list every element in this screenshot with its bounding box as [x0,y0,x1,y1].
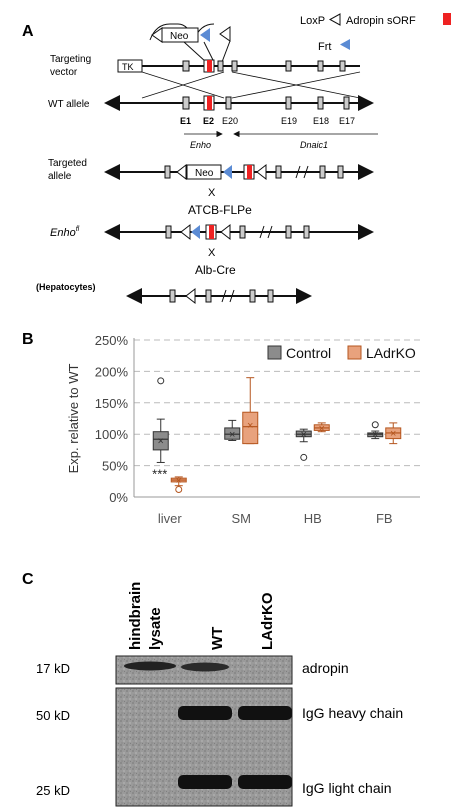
x-tick-label: liver [158,511,183,526]
legend-sorf-label: Adropin sORF [346,15,416,27]
panel-c-label: C [22,571,34,588]
box-mean-marker: × [176,475,182,487]
outlier-point [157,377,165,385]
floxed-allele-line [104,223,374,241]
band-heavy-ladrko [238,706,292,720]
row-label-targeted-1: Targeted [48,158,87,169]
band-label-light: IgG light chain [302,780,392,796]
x-tick-label: HB [304,511,322,526]
outlier-point [300,453,308,461]
gene-dnaic-label: Dnaic1 [300,140,328,150]
cross-symbol-2: X [208,247,216,259]
lane-wt-label: WT [209,627,226,650]
tk-label: TK [122,62,134,72]
row-label-vector-1: Targeting [50,54,91,65]
box-mean-marker: × [390,428,396,440]
legend-loxp-label: LoxP [300,15,325,27]
step-cre-label: Alb-Cre [195,263,236,277]
box-mean-marker: × [372,429,378,441]
band-light-ladrko [238,775,292,789]
y-axis-label: Exp. relative to WT [66,364,81,474]
x-tick-label: FB [376,511,393,526]
row-label-hepatocytes: (Hepatocytes) [36,282,96,292]
exon-e17-label: E17 [339,116,355,126]
hepatocyte-allele-line [126,287,312,305]
targeted-allele-line: Neo [104,163,374,181]
outlier-point [175,485,183,493]
x-tick-label: SM [232,511,252,526]
legend-frt-label: Frt [318,41,331,53]
box-mean-marker: × [229,429,235,441]
band-label-heavy: IgG heavy chain [302,705,403,721]
box-mean-marker: × [247,420,253,432]
sorf-legend-icon [443,13,451,25]
row-label-targeted-2: allele [48,171,72,182]
band-label-adropin: adropin [302,660,349,676]
legend-swatch [267,345,282,360]
exon-e19-label: E19 [281,116,297,126]
legend-label: LAdrKO [366,345,416,361]
panel-a-label: A [22,23,34,40]
marker-50kd: 50 kD [36,708,70,723]
marker-25kd: 25 kD [36,783,70,798]
legend-label: Control [286,345,331,361]
cross-symbol-1: X [208,187,216,199]
panel-b-label: B [22,331,34,348]
frt-legend-icon [340,39,350,50]
targeting-vector-line: TK [117,59,360,73]
y-tick-label: 100% [95,427,129,442]
row-label-wt: WT allele [48,99,90,110]
lane-hindbrain-label: hindbrain [127,582,144,650]
y-tick-label: 50% [102,459,128,474]
legend-swatch [347,345,362,360]
loxp-legend-icon [328,13,341,26]
exon-e18-label: E18 [313,116,329,126]
box-body [152,431,169,451]
box-mean-marker: × [301,429,307,441]
recombination-cross [141,71,361,99]
row-label-vector-2: vector [50,67,78,78]
exon-e1-label: E1 [180,116,191,126]
row-label-flox: Enhofl [50,226,80,239]
y-tick-label: 200% [95,364,129,379]
box-mean-marker: × [158,435,164,447]
expression-box-chart: 0% 50% 100% 150% 200% 250% Exp. relative to WT… [66,333,420,526]
lane-lysate-label: lysate [147,607,164,650]
marker-17kd: 17 kD [36,661,70,676]
wt-allele-line [104,95,374,111]
exon-e20-label: E20 [222,116,238,126]
y-tick-label: 150% [95,396,129,411]
band-heavy-wt [178,706,232,720]
lane-labels: hindbrain lysate WT LAdrKO [127,582,276,650]
neo-label-targeted: Neo [195,168,214,179]
band-adropin-lane2 [181,662,229,672]
band-adropin-lane1 [124,661,176,671]
significance-annotation: *** [152,467,167,482]
gene-enho-label: Enho [190,140,211,150]
y-tick-label: 0% [109,490,128,505]
y-tick-label: 250% [95,333,129,348]
outlier-point [371,421,379,429]
box-mean-marker: × [319,423,325,435]
exon-e2-label: E2 [203,116,214,126]
box-body [367,432,384,438]
step-flpe-label: ATCB-FLPe [188,203,252,217]
box-body [224,427,241,440]
band-light-wt [178,775,232,789]
neo-label-top: Neo [170,31,189,42]
lane-ladrko-label: LAdrKO [259,592,276,650]
box-body [242,411,259,445]
neo-cassette-top: Neo [149,23,231,63]
